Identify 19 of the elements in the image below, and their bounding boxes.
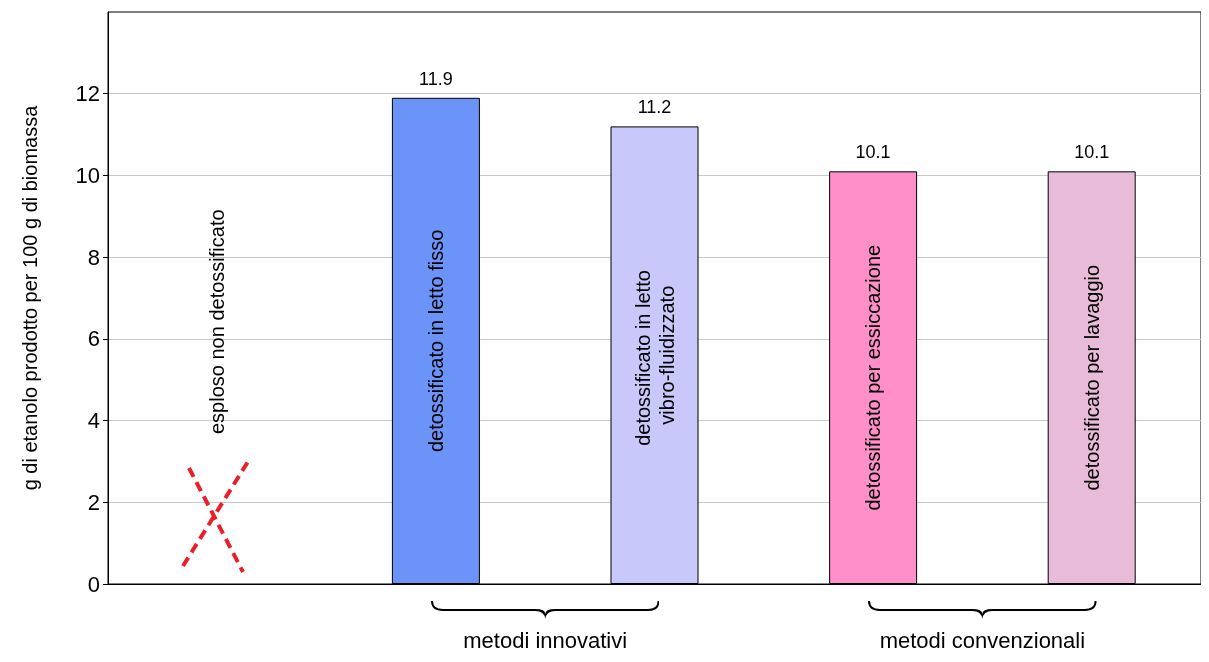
y-tick-label: 2 xyxy=(87,489,100,515)
x-tick-label: detossificato per lavaggio xyxy=(1080,264,1103,491)
y-tick-label: 4 xyxy=(87,408,100,434)
y-tick-label: 10 xyxy=(75,162,100,188)
y-tick-label: 8 xyxy=(87,244,100,270)
data-label: 11.2 xyxy=(637,97,672,118)
x-tick-label: detossificato in letto fisso xyxy=(424,229,447,453)
x-tick-label: detossificato per essiccazione xyxy=(862,244,885,511)
data-label: 10.1 xyxy=(1074,142,1110,163)
y-tick-label: 0 xyxy=(87,571,100,597)
x-tick-label: esploso non detossificato xyxy=(206,209,229,434)
text: metodi innovativi xyxy=(462,628,629,654)
data-label: 11.9 xyxy=(419,68,453,89)
x-tick-label: detossificato in letto vibro-fluidizzato xyxy=(631,264,678,446)
text: metodi convenzionali xyxy=(878,628,1087,654)
data-label: 10.1 xyxy=(855,142,891,163)
y-tick-label: 12 xyxy=(75,81,100,107)
y-tick-label: 6 xyxy=(87,326,100,352)
y-axis-title: g di etanolo prodotto per 100 g di biomassa xyxy=(19,104,41,491)
